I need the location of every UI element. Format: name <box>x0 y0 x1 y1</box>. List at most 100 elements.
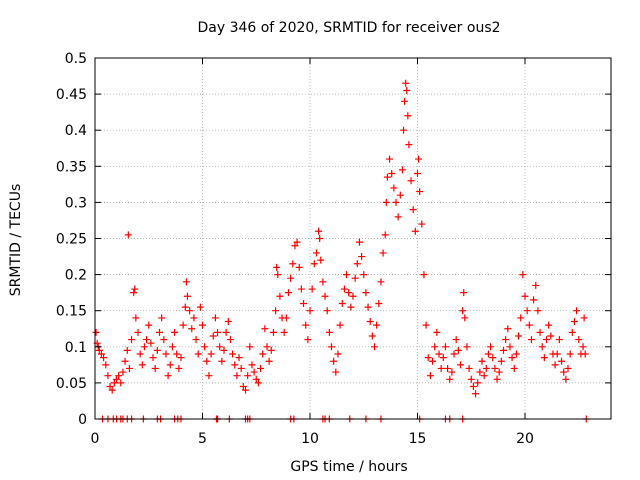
data-point <box>179 321 187 329</box>
data-point <box>330 357 338 365</box>
data-point <box>429 357 437 365</box>
data-point <box>360 271 368 279</box>
data-point <box>237 364 245 372</box>
data-point <box>495 368 503 376</box>
data-point <box>415 155 423 163</box>
data-points <box>92 79 590 423</box>
data-point <box>476 368 484 376</box>
data-point <box>295 263 303 271</box>
data-point <box>334 350 342 358</box>
data-point <box>467 375 475 383</box>
data-point <box>136 350 144 358</box>
data-point <box>164 372 172 380</box>
data-point <box>460 289 468 297</box>
data-point <box>568 328 576 336</box>
data-point <box>547 332 555 340</box>
y-tick-label: 0.35 <box>56 159 87 175</box>
data-point <box>510 364 518 372</box>
data-point <box>426 372 434 380</box>
data-point <box>382 198 390 206</box>
data-point <box>489 354 497 362</box>
data-point <box>92 328 100 336</box>
data-point <box>368 332 376 340</box>
data-point <box>351 274 359 282</box>
data-point <box>392 198 400 206</box>
data-point <box>102 361 110 369</box>
data-point <box>183 292 191 300</box>
data-point <box>508 354 516 362</box>
data-point <box>196 303 204 311</box>
data-point <box>480 372 488 380</box>
data-point <box>400 126 408 134</box>
data-point <box>190 314 198 322</box>
data-point <box>250 368 258 376</box>
data-point <box>216 343 224 351</box>
data-point <box>439 354 447 362</box>
data-point <box>181 303 189 311</box>
data-point <box>147 339 155 347</box>
data-point <box>538 343 546 351</box>
y-tick-label: 0.05 <box>56 376 87 392</box>
data-point <box>130 289 138 297</box>
data-point <box>317 256 325 264</box>
data-point <box>319 278 327 286</box>
data-point <box>248 361 256 369</box>
x-axis-ticks: 0 5 10 15 20 <box>91 58 534 447</box>
data-point <box>435 350 443 358</box>
data-point <box>465 364 473 372</box>
data-point <box>521 292 529 300</box>
data-point <box>366 318 374 326</box>
data-point <box>166 361 174 369</box>
data-point <box>121 357 129 365</box>
data-point <box>441 343 449 351</box>
data-point <box>272 307 280 315</box>
data-point <box>205 372 213 380</box>
data-point <box>325 328 333 336</box>
data-point <box>158 314 166 322</box>
data-point <box>336 321 344 329</box>
data-point <box>338 299 346 307</box>
data-point <box>579 343 587 351</box>
data-point <box>207 350 215 358</box>
data-point <box>347 303 355 311</box>
data-point <box>377 278 385 286</box>
data-point <box>131 285 139 293</box>
data-point <box>145 321 153 329</box>
data-point <box>343 271 351 279</box>
data-point <box>226 336 234 344</box>
data-point <box>564 364 572 372</box>
x-tick-label: 15 <box>409 431 427 447</box>
data-point <box>252 375 260 383</box>
data-point <box>100 354 108 362</box>
data-point <box>259 350 267 358</box>
data-point <box>265 357 273 365</box>
data-point <box>192 336 200 344</box>
data-point <box>497 357 505 365</box>
data-point <box>115 372 123 380</box>
data-point <box>566 350 574 358</box>
data-point <box>214 328 222 336</box>
data-point <box>254 379 262 387</box>
data-point <box>291 242 299 250</box>
data-point <box>461 314 469 322</box>
data-point <box>162 350 170 358</box>
data-point <box>420 271 428 279</box>
data-point <box>459 307 467 315</box>
y-tick-label: 0.3 <box>65 195 87 211</box>
data-point <box>285 289 292 297</box>
data-point <box>218 357 226 365</box>
data-point <box>396 191 404 199</box>
data-point <box>312 249 320 257</box>
data-point <box>454 346 462 354</box>
data-point <box>104 372 112 380</box>
data-point <box>280 328 288 336</box>
data-point <box>97 350 105 358</box>
data-point <box>300 299 308 307</box>
data-point <box>394 213 402 221</box>
data-point <box>328 343 335 351</box>
data-point <box>536 328 544 336</box>
y-tick-label: 0.2 <box>65 268 87 284</box>
data-point <box>306 307 314 315</box>
data-point <box>402 79 410 87</box>
data-point <box>140 343 148 351</box>
